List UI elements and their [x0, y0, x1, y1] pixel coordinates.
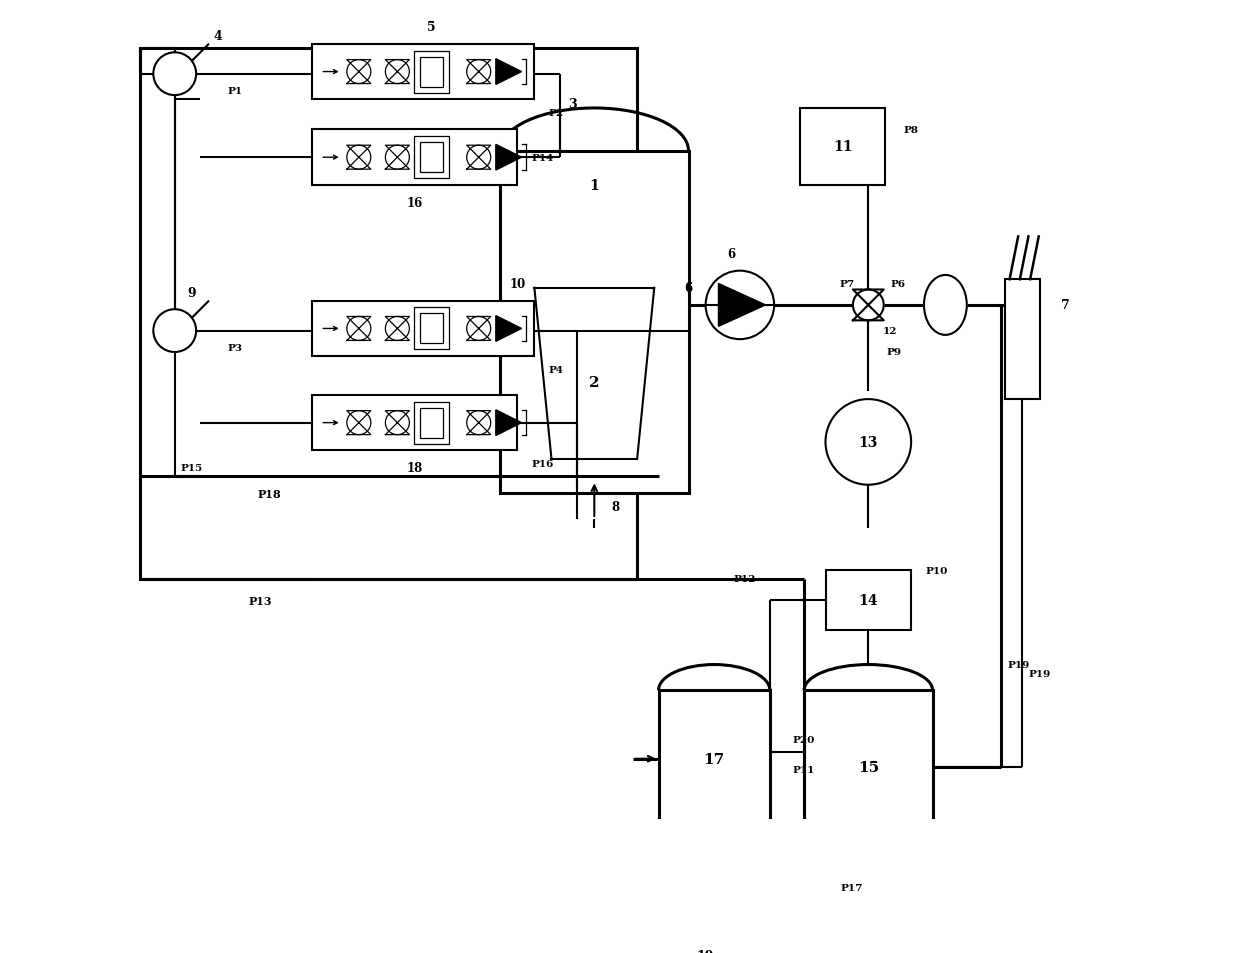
Bar: [420, 314, 443, 344]
Bar: [420, 408, 443, 438]
Circle shape: [386, 60, 409, 85]
Text: 18: 18: [407, 461, 423, 475]
Text: P11: P11: [792, 764, 815, 774]
Text: 4: 4: [213, 30, 222, 43]
Bar: [800, 109, 885, 186]
Bar: [611, 930, 782, 953]
Bar: [804, 691, 932, 844]
Text: 12: 12: [883, 327, 897, 335]
Bar: [826, 571, 911, 631]
Text: P12: P12: [733, 575, 755, 584]
Text: P19: P19: [1028, 669, 1050, 678]
Text: 2: 2: [589, 375, 600, 390]
Text: P6: P6: [890, 279, 906, 289]
Text: 9: 9: [187, 286, 196, 299]
Circle shape: [466, 317, 491, 341]
Text: P8: P8: [904, 126, 919, 134]
Text: P7: P7: [839, 279, 854, 289]
Polygon shape: [496, 316, 522, 342]
Text: P17: P17: [839, 882, 862, 892]
Text: 8: 8: [611, 500, 620, 513]
Text: P13: P13: [248, 596, 272, 606]
Bar: [140, 49, 637, 579]
Text: P3: P3: [227, 344, 242, 353]
Circle shape: [826, 399, 911, 485]
Circle shape: [706, 272, 774, 340]
Text: P9: P9: [887, 348, 901, 357]
Text: P20: P20: [792, 735, 815, 743]
Text: 10: 10: [510, 277, 526, 291]
Circle shape: [386, 146, 409, 170]
Circle shape: [347, 412, 371, 436]
Circle shape: [466, 60, 491, 85]
Text: P16: P16: [532, 459, 554, 468]
Text: P4: P4: [548, 365, 563, 375]
Text: P1: P1: [227, 88, 242, 96]
Text: 13: 13: [858, 436, 878, 450]
Bar: [311, 131, 517, 186]
Circle shape: [347, 60, 371, 85]
Bar: [658, 691, 770, 827]
Text: P18: P18: [257, 488, 280, 499]
Bar: [311, 45, 534, 100]
Circle shape: [154, 310, 196, 353]
Bar: [201, 100, 629, 476]
Text: 19: 19: [697, 949, 714, 953]
Bar: [311, 395, 517, 451]
Polygon shape: [496, 145, 522, 171]
Circle shape: [466, 412, 491, 436]
Circle shape: [154, 53, 196, 96]
Text: 5: 5: [428, 21, 436, 34]
Text: P2: P2: [548, 109, 563, 117]
Text: 11: 11: [833, 140, 852, 154]
Bar: [414, 51, 449, 93]
Circle shape: [466, 146, 491, 170]
Bar: [414, 308, 449, 350]
Circle shape: [386, 317, 409, 341]
Text: P10: P10: [925, 566, 949, 576]
Text: P15: P15: [181, 463, 203, 473]
Circle shape: [347, 317, 371, 341]
Polygon shape: [496, 411, 522, 436]
Bar: [420, 143, 443, 173]
Ellipse shape: [924, 275, 967, 335]
Bar: [414, 137, 449, 179]
Text: 15: 15: [858, 760, 879, 775]
Bar: [1006, 280, 1039, 399]
Bar: [311, 301, 534, 357]
Bar: [500, 152, 688, 494]
Text: P14: P14: [532, 153, 554, 163]
Text: 14: 14: [858, 594, 878, 608]
Polygon shape: [718, 284, 765, 327]
Circle shape: [853, 290, 884, 321]
Text: 6: 6: [684, 282, 693, 295]
Text: 6: 6: [727, 248, 735, 261]
Text: 16: 16: [407, 196, 423, 210]
Circle shape: [386, 412, 409, 436]
Text: 1: 1: [589, 179, 599, 193]
Text: 17: 17: [703, 752, 725, 766]
Bar: [414, 402, 449, 444]
Text: 7: 7: [1061, 299, 1070, 312]
Circle shape: [347, 146, 371, 170]
Text: 3: 3: [569, 98, 577, 112]
Polygon shape: [496, 60, 522, 86]
Text: P19: P19: [1007, 660, 1029, 669]
Bar: [420, 57, 443, 88]
